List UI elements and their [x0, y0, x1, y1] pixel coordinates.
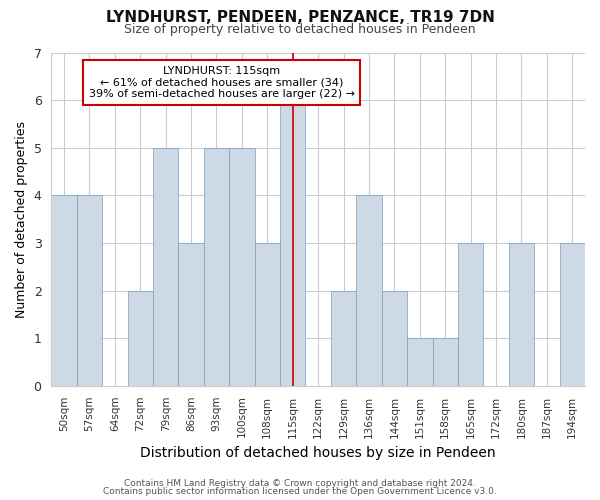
Bar	[458, 243, 484, 386]
Bar	[356, 196, 382, 386]
Text: Contains HM Land Registry data © Crown copyright and database right 2024.: Contains HM Land Registry data © Crown c…	[124, 478, 476, 488]
Bar	[280, 100, 305, 386]
Bar	[178, 243, 204, 386]
Y-axis label: Number of detached properties: Number of detached properties	[15, 120, 28, 318]
X-axis label: Distribution of detached houses by size in Pendeen: Distribution of detached houses by size …	[140, 446, 496, 460]
Bar	[382, 290, 407, 386]
Text: LYNDHURST, PENDEEN, PENZANCE, TR19 7DN: LYNDHURST, PENDEEN, PENZANCE, TR19 7DN	[106, 10, 494, 25]
Bar	[153, 148, 178, 386]
Bar	[433, 338, 458, 386]
Text: Contains public sector information licensed under the Open Government Licence v3: Contains public sector information licen…	[103, 487, 497, 496]
Bar	[128, 290, 153, 386]
Bar	[229, 148, 254, 386]
Text: LYNDHURST: 115sqm
← 61% of detached houses are smaller (34)
39% of semi-detached: LYNDHURST: 115sqm ← 61% of detached hous…	[89, 66, 355, 99]
Bar	[51, 196, 77, 386]
Text: Size of property relative to detached houses in Pendeen: Size of property relative to detached ho…	[124, 22, 476, 36]
Bar	[254, 243, 280, 386]
Bar	[509, 243, 534, 386]
Bar	[77, 196, 102, 386]
Bar	[331, 290, 356, 386]
Bar	[560, 243, 585, 386]
Bar	[204, 148, 229, 386]
Bar	[407, 338, 433, 386]
